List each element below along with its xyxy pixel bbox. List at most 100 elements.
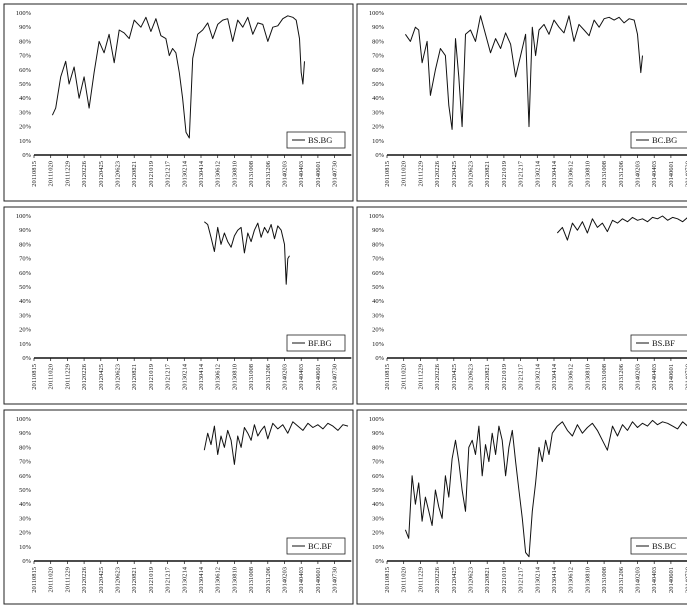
x-tick-label: 20121019	[148, 364, 155, 390]
x-tick-label: 20121217	[518, 566, 525, 593]
y-tick-label: 20%	[372, 327, 385, 334]
series-line-bc-bf	[203, 421, 349, 465]
x-tick-label: 20131008	[248, 364, 255, 390]
y-tick-label: 20%	[19, 124, 32, 131]
x-tick-label: 20120226	[81, 160, 88, 187]
x-tick-label: 20130612	[215, 161, 222, 187]
y-tick-label: 90%	[372, 227, 385, 234]
y-tick-label: 30%	[372, 515, 385, 522]
x-tick-label: 20121217	[165, 363, 172, 390]
x-tick-label: 20111229	[417, 364, 424, 390]
x-tick-label: 20131206	[618, 566, 625, 593]
x-tick-label: 20121217	[518, 160, 525, 187]
y-tick-label: 50%	[372, 284, 385, 291]
x-tick-label: 20111229	[417, 161, 424, 187]
x-tick-label: 20140730	[332, 364, 339, 390]
y-tick-label: 100%	[16, 10, 32, 17]
chart-panel-bs-bf: 0% 10% 20% 30% 40% 50% 60% 70% 80% 90% 100% 2011081…	[356, 206, 687, 405]
panel-frame	[356, 409, 687, 605]
y-tick-label: 10%	[372, 544, 385, 551]
y-tick-label: 80%	[19, 241, 32, 248]
x-tick-label: 20130414	[198, 160, 205, 187]
y-tick-label: 80%	[372, 38, 385, 45]
x-tick-label: 20120623	[115, 567, 122, 593]
x-tick-label: 20131206	[618, 363, 625, 390]
x-tick-label: 20140730	[685, 364, 687, 390]
x-tick-label: 20131008	[601, 364, 608, 390]
x-tick-label: 20111020	[48, 364, 55, 390]
x-tick-label: 20121019	[148, 161, 155, 187]
x-tick-label: 20120821	[484, 567, 491, 593]
y-tick-label: 60%	[19, 473, 32, 480]
y-tick-label: 100%	[369, 10, 385, 17]
legend-box	[630, 537, 687, 555]
y-tick-label: 30%	[19, 312, 32, 319]
panel-frame	[356, 206, 687, 405]
x-tick-label: 20110815	[384, 161, 391, 187]
x-tick-label: 20120425	[451, 161, 458, 187]
legend-box	[286, 334, 346, 352]
panel-frame	[3, 206, 354, 405]
y-tick-label: 60%	[372, 473, 385, 480]
chart-panel-bc-bg: 0% 10% 20% 30% 40% 50% 60% 70% 80% 90% 100% 2011081…	[356, 3, 687, 202]
x-tick-label: 20120821	[131, 161, 138, 187]
series-line-bs-bc	[404, 419, 687, 558]
x-tick-label: 20110815	[384, 567, 391, 593]
x-tick-label: 20140601	[668, 364, 675, 390]
x-tick-label: 20120425	[451, 567, 458, 593]
legend-box	[630, 131, 687, 149]
x-tick-label: 20120425	[98, 567, 105, 593]
y-tick-label: 100%	[16, 416, 32, 423]
y-tick-label: 10%	[19, 341, 32, 348]
x-tick-label: 20131008	[601, 567, 608, 593]
x-tick-label: 20140203	[282, 161, 289, 187]
legend-box	[286, 131, 346, 149]
y-tick-label: 60%	[372, 67, 385, 74]
x-tick-label: 20111229	[64, 161, 71, 187]
x-tick-label: 20120821	[131, 364, 138, 390]
x-tick-label: 20140730	[332, 567, 339, 593]
y-tick-label: 90%	[372, 430, 385, 437]
y-tick-label: 40%	[372, 501, 385, 508]
x-tick-label: 20121019	[501, 364, 508, 390]
x-tick-label: 20110815	[31, 567, 38, 593]
chart-panel-bc-bf: 0% 10% 20% 30% 40% 50% 60% 70% 80% 90% 100% 2011081…	[3, 409, 354, 605]
x-tick-label: 20140601	[315, 567, 322, 593]
y-tick-label: 100%	[16, 213, 32, 220]
x-tick-label: 20130810	[231, 364, 238, 390]
x-tick-label: 20110815	[31, 364, 38, 390]
x-tick-label: 20140601	[668, 161, 675, 187]
x-tick-label: 20140203	[635, 364, 642, 390]
y-tick-label: 70%	[372, 256, 385, 263]
x-tick-label: 20111229	[64, 364, 71, 390]
y-tick-label: 80%	[19, 38, 32, 45]
series-line-bc-bg	[404, 15, 643, 130]
x-tick-label: 20120623	[115, 161, 122, 187]
y-tick-label: 10%	[372, 341, 385, 348]
x-tick-label: 20140403	[298, 364, 305, 390]
x-tick-label: 20121019	[148, 567, 155, 593]
x-tick-label: 20140730	[685, 161, 687, 187]
x-tick-label: 20111020	[401, 161, 408, 187]
chart-panel-bs-bg: 0% 10% 20% 30% 40% 50% 60% 70% 80% 90% 100% 2011081…	[3, 3, 354, 202]
x-tick-label: 20111020	[401, 567, 408, 593]
x-tick-label: 20131206	[265, 566, 272, 593]
series-line-bs-bg	[51, 15, 305, 139]
x-tick-label: 20130612	[215, 567, 222, 593]
x-tick-label: 20120425	[98, 161, 105, 187]
y-tick-label: 50%	[19, 81, 32, 88]
x-tick-label: 20130810	[231, 567, 238, 593]
y-tick-label: 80%	[372, 241, 385, 248]
x-tick-label: 20140730	[685, 567, 687, 593]
x-tick-label: 20130612	[568, 567, 575, 593]
x-tick-label: 20120623	[468, 364, 475, 390]
x-tick-label: 20140403	[298, 161, 305, 187]
legend: BS.BC	[630, 537, 687, 555]
legend-box	[286, 537, 346, 555]
x-tick-label: 20131008	[248, 567, 255, 593]
y-tick-label: 50%	[19, 284, 32, 291]
x-tick-label: 20120425	[98, 364, 105, 390]
y-tick-label: 50%	[372, 487, 385, 494]
legend-label: BS.BC	[652, 541, 676, 551]
